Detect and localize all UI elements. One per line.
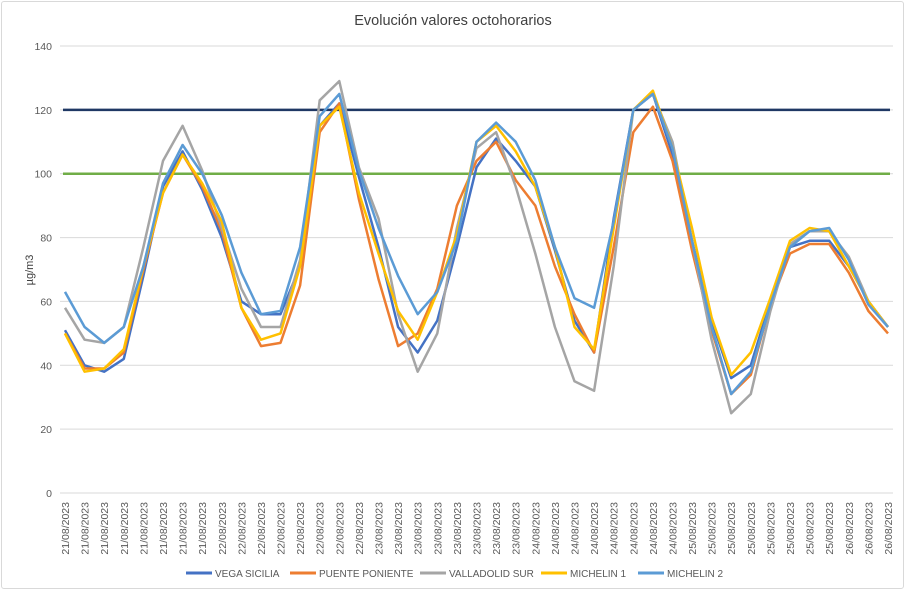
x-tick-label: 25/08/2023 [746,502,758,555]
y-tick-label: 120 [34,105,52,117]
x-axis-ticks: 21/08/2023 21/08/2023 21/08/2023 21/08/2023… [60,502,895,555]
y-tick-label: 80 [40,233,52,245]
x-tick-label: 25/08/2023 [726,502,738,555]
x-tick-label: 25/08/2023 [805,502,817,555]
gridlines [60,45,893,494]
x-tick-label: 25/08/2023 [824,502,836,555]
y-axis-ticks: 0 20 40 60 80 100 120 140 [34,41,52,500]
x-tick-label: 22/08/2023 [295,502,307,555]
x-tick-label: 24/08/2023 [648,502,660,555]
x-tick-label: 21/08/2023 [197,502,209,555]
x-tick-label: 21/08/2023 [138,502,150,555]
y-tick-label: 60 [40,296,52,308]
x-tick-label: 24/08/2023 [569,502,581,555]
x-tick-label: 22/08/2023 [276,502,288,555]
y-tick-label: 20 [40,424,52,436]
x-tick-label: 25/08/2023 [765,502,777,555]
x-tick-label: 21/08/2023 [99,502,111,555]
x-tick-label: 26/08/2023 [863,502,875,555]
x-tick-label: 23/08/2023 [511,502,523,555]
legend-item: MICHELIN 1 [541,569,627,580]
x-tick-label: 21/08/2023 [80,502,92,555]
x-tick-label: 21/08/2023 [178,502,190,555]
x-tick-label: 26/08/2023 [883,502,895,555]
x-tick-label: 22/08/2023 [256,502,268,555]
x-tick-label: 22/08/2023 [217,502,229,555]
y-tick-label: 40 [40,360,52,372]
x-tick-label: 23/08/2023 [452,502,464,555]
legend-label: VALLADOLID SUR [449,569,534,580]
legend: VEGA SICILIA PUENTE PONIENTE VALLADOLID SU… [186,569,724,580]
legend-label: MICHELIN 2 [667,569,724,580]
y-axis-label: µg/m3 [24,255,36,286]
legend-label: MICHELIN 1 [570,569,627,580]
x-tick-label: 25/08/2023 [687,502,699,555]
x-tick-label: 23/08/2023 [432,502,444,555]
x-tick-label: 24/08/2023 [609,502,621,555]
legend-item: VALLADOLID SUR [420,569,534,580]
x-tick-label: 25/08/2023 [707,502,719,555]
x-tick-label: 23/08/2023 [374,502,386,555]
y-tick-label: 0 [46,488,52,500]
legend-item: VEGA SICILIA [186,569,280,580]
x-tick-label: 22/08/2023 [315,502,327,555]
x-tick-label: 22/08/2023 [236,502,248,555]
x-tick-label: 23/08/2023 [393,502,405,555]
legend-label: PUENTE PONIENTE [319,569,414,580]
x-tick-label: 25/08/2023 [785,502,797,555]
series-lines [63,79,889,415]
series-line-valladolid-sur [63,79,889,415]
x-tick-label: 24/08/2023 [550,502,562,555]
x-tick-label: 24/08/2023 [589,502,601,555]
x-tick-label: 23/08/2023 [413,502,425,555]
y-tick-label: 140 [34,41,52,53]
x-tick-label: 22/08/2023 [334,502,346,555]
x-tick-label: 26/08/2023 [844,502,856,555]
legend-label: VEGA SICILIA [215,569,280,580]
x-tick-label: 23/08/2023 [491,502,503,555]
x-tick-label: 21/08/2023 [119,502,131,555]
series-line-michelin-2 [63,92,889,396]
y-tick-label: 100 [34,169,52,181]
series-line-puente-poniente [63,102,889,396]
x-tick-label: 21/08/2023 [60,502,72,555]
x-tick-label: 21/08/2023 [158,502,170,555]
x-tick-label: 24/08/2023 [530,502,542,555]
legend-item: PUENTE PONIENTE [290,569,414,580]
chart-title: Evolución valores octohorarios [354,13,551,29]
x-tick-label: 23/08/2023 [472,502,484,555]
legend-item: MICHELIN 2 [638,569,724,580]
x-tick-label: 22/08/2023 [354,502,366,555]
x-tick-label: 24/08/2023 [667,502,679,555]
series-line-vega-sicilia [63,92,889,380]
x-tick-label: 24/08/2023 [628,502,640,555]
